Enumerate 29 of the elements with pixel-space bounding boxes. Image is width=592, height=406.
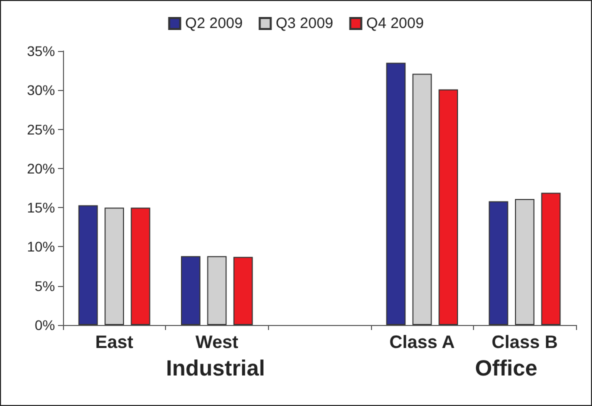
bar (104, 208, 124, 325)
bar (78, 205, 98, 325)
text: Industrial (166, 356, 266, 380)
bar (514, 198, 534, 325)
bar (233, 256, 253, 325)
bar (488, 201, 508, 325)
legend-label: Q3 2009 (276, 15, 334, 32)
x-tick-label: Class A (389, 332, 455, 352)
text: Office (474, 356, 538, 380)
bar (386, 62, 406, 325)
y-tick-label: 25% (26, 121, 55, 138)
y-tick-label: 35% (26, 43, 55, 59)
bar (180, 256, 200, 325)
y-tick-label: 20% (26, 160, 55, 176)
bar (541, 192, 561, 325)
x-tick-label: West (196, 332, 238, 352)
x-tick-label: Class B (492, 332, 558, 352)
bar (130, 208, 150, 325)
bar (207, 256, 227, 325)
bar (438, 89, 458, 325)
y-tick-label: 15% (26, 200, 55, 216)
y-tick-label: 5% (34, 278, 55, 294)
legend-label: Q4 2009 (366, 15, 424, 32)
x-tick-label: East (95, 332, 134, 352)
y-tick-label: 30% (26, 82, 55, 98)
legend-label: Q2 2009 (185, 15, 243, 32)
y-tick-label: 10% (26, 238, 55, 255)
bar (412, 74, 432, 325)
y-tick-label: 0% (34, 317, 55, 333)
